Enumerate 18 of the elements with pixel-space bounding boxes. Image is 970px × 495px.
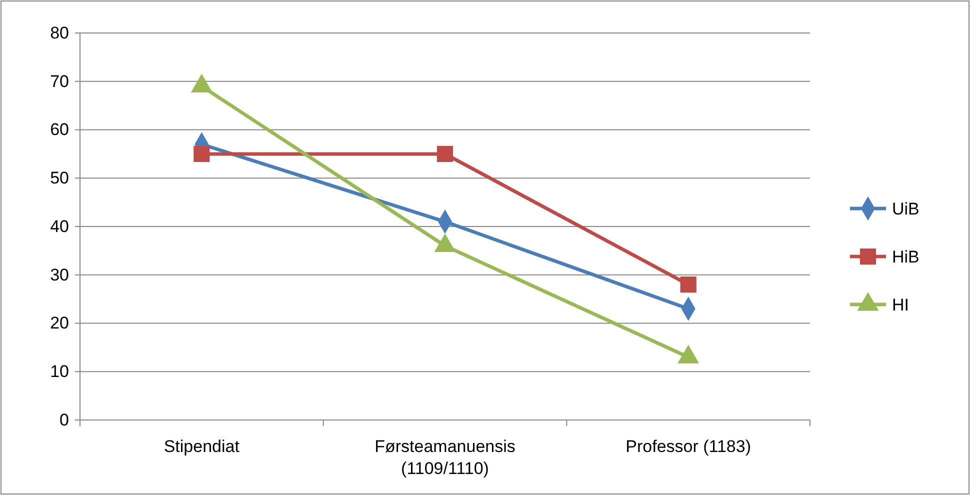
y-tick-label: 80 <box>50 23 69 42</box>
legend-label: UiB <box>892 200 920 218</box>
legend-label: HI <box>892 296 909 314</box>
legend-label: HiB <box>892 248 920 266</box>
x-tick-label: Førsteamanuensis (1109/1110) <box>374 437 516 478</box>
y-tick-label: 40 <box>50 216 69 236</box>
y-tick-label: 30 <box>50 265 69 284</box>
point <box>680 276 696 293</box>
y-tick-label: 70 <box>50 72 69 91</box>
point <box>194 146 210 162</box>
y-tick-label: 10 <box>50 362 69 382</box>
y-tick-label: 0 <box>60 410 69 430</box>
y-tick-label: 60 <box>50 120 69 140</box>
x-tick-label: Stipendiat <box>164 437 240 456</box>
x-tick-label: Professor (1183) <box>626 437 752 456</box>
y-tick-label: 20 <box>50 314 69 333</box>
point <box>436 146 454 162</box>
y-tick-label: 50 <box>50 168 69 188</box>
